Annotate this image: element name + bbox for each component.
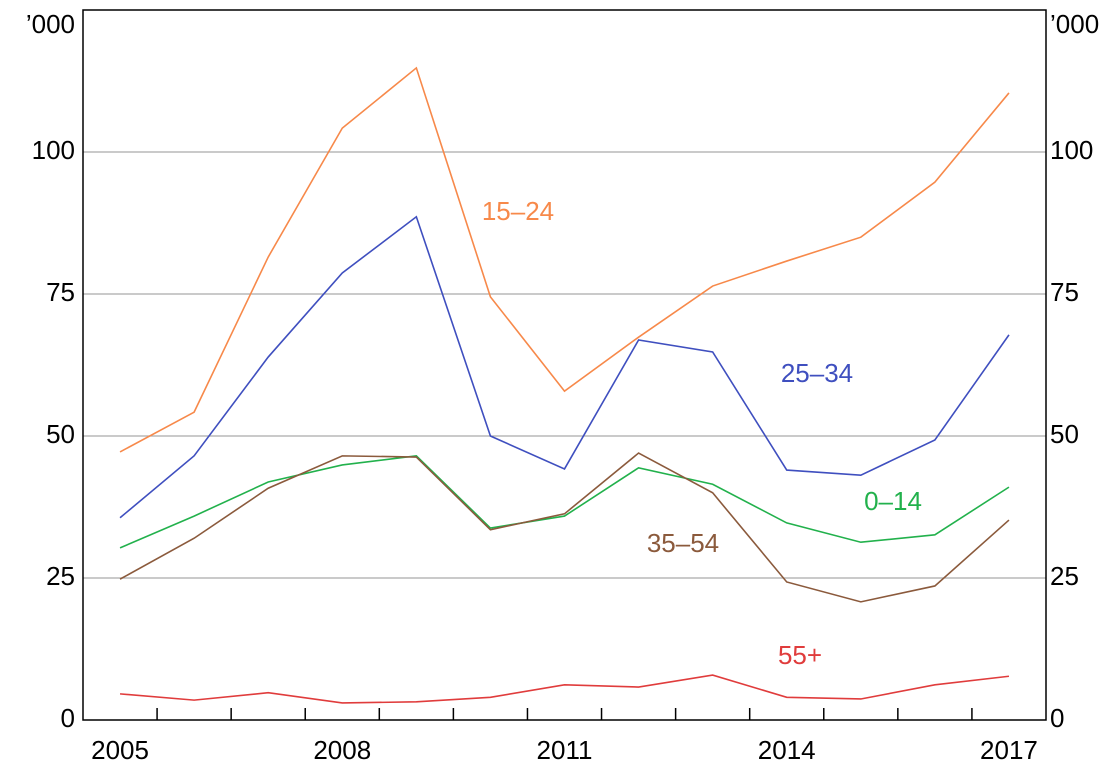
series-label: 0–14 [864, 486, 922, 516]
series-line [119, 674, 1010, 704]
y-tick-label: 50 [46, 419, 75, 449]
y-tick-label: 75 [46, 277, 75, 307]
y2-unit: ’000 [1050, 9, 1099, 39]
series-label: 15–24 [482, 196, 554, 226]
y2-tick-label: 75 [1050, 277, 1079, 307]
x-tick-label: 2017 [980, 735, 1038, 765]
y2-tick-label: 25 [1050, 561, 1079, 591]
y-tick-label: 25 [46, 561, 75, 591]
series-label: 55+ [778, 640, 822, 670]
plot-frame [82, 9, 1047, 721]
y-tick-label: 100 [32, 135, 75, 165]
x-tick-label: 2014 [758, 735, 816, 765]
y2-tick-label: 100 [1050, 135, 1093, 165]
series-line [119, 66, 1010, 453]
series-label: 35–54 [647, 528, 719, 558]
y2-tick-label: 0 [1050, 703, 1064, 733]
x-tick-label: 2008 [313, 735, 371, 765]
series-line [119, 215, 1010, 519]
x-tick-label: 2005 [91, 735, 149, 765]
series-line [119, 452, 1010, 603]
y2-tick-label: 50 [1050, 419, 1079, 449]
series-line [119, 455, 1010, 549]
series-label: 25–34 [781, 358, 853, 388]
y-tick-label: 0 [61, 703, 75, 733]
x-tick-label: 2011 [537, 735, 593, 765]
y-unit: ’000 [26, 9, 75, 39]
